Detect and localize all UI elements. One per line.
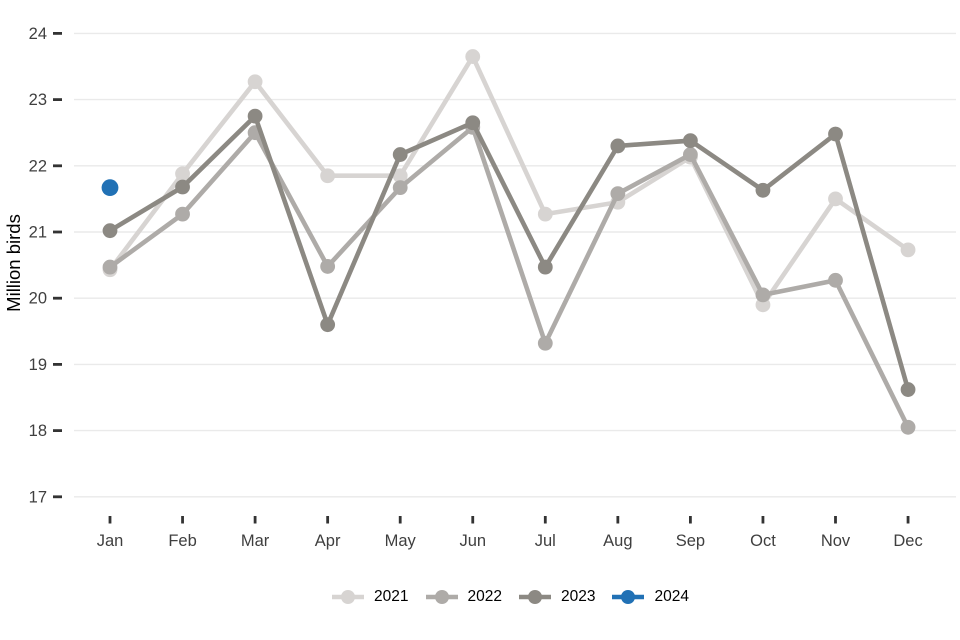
legend-key-icon-2022 [425, 590, 458, 604]
legend-label-2024: 2024 [654, 588, 689, 605]
series-2023 [102, 108, 916, 397]
y-tick-label-17: 17 [29, 488, 47, 506]
legend-label-2021: 2021 [374, 588, 409, 605]
legend-key-icon-2021 [332, 590, 365, 604]
point-2021-Jul [537, 206, 553, 222]
point-2022-Nov [828, 272, 843, 288]
point-2023-Aug [610, 138, 626, 154]
y-tick-label-23: 23 [29, 91, 47, 109]
point-2023-Dec [900, 382, 916, 397]
legend-item-2023: 2023 [518, 588, 595, 606]
point-2024-Jan [101, 179, 119, 197]
y-tick-label-20: 20 [29, 290, 47, 308]
point-2022-Dec [900, 419, 916, 435]
point-2023-Jan [102, 223, 118, 239]
legend-item-2022: 2022 [425, 588, 502, 606]
x-axis: Jan Feb Mar Apr May Jun Jul Aug Sep Oct Nov Dec [97, 516, 923, 550]
point-2021-Apr [320, 168, 336, 184]
x-tick-label-Feb: Feb [168, 532, 196, 550]
x-tick-label-Jan: Jan [97, 532, 124, 550]
chart-legend: 2021 2022 2023 2024 [70, 588, 950, 606]
point-2021-Dec [900, 242, 916, 258]
x-tick-label-May: May [385, 532, 417, 550]
x-tick-label-Jun: Jun [459, 532, 486, 550]
legend-label-2022: 2022 [467, 588, 502, 605]
line-chart-svg: 17 18 19 20 21 22 23 24 Jan Feb Mar Apr May Jun Jul Aug… [3, 25, 956, 550]
y-tick-label-22: 22 [29, 157, 47, 175]
y-tick-label-24: 24 [29, 25, 47, 43]
point-2022-Sep [683, 147, 698, 162]
point-2021-Jun [465, 49, 481, 64]
point-2023-Mar [247, 108, 263, 124]
y-tick-label-19: 19 [29, 356, 47, 374]
legend-key-icon-2024 [612, 590, 645, 604]
legend-label-2023: 2023 [561, 588, 596, 605]
point-2023-May [392, 147, 408, 162]
line-2021 [108, 51, 910, 310]
point-2021-Feb [175, 166, 190, 182]
point-2022-Jan [102, 259, 118, 275]
series-2021 [102, 49, 916, 313]
y-tick-label-21: 21 [29, 224, 47, 242]
y-axis-title: Million birds [3, 214, 24, 312]
point-2023-Sep [683, 133, 698, 149]
line-2023 [108, 111, 911, 391]
x-tick-label-Aug: Aug [603, 532, 632, 550]
gridlines [74, 32, 956, 498]
x-tick-label-Oct: Oct [750, 532, 776, 550]
x-tick-label-Nov: Nov [821, 532, 851, 550]
legend-item-2024: 2024 [611, 588, 689, 606]
point-2022-Oct [755, 287, 771, 303]
y-tick-label-18: 18 [29, 422, 47, 440]
legend-item-2021: 2021 [331, 588, 409, 606]
point-2023-Nov [828, 126, 843, 142]
point-2021-Mar [247, 74, 263, 90]
point-2022-Aug [610, 186, 626, 202]
point-2023-Feb [175, 179, 190, 195]
point-2021-May [392, 168, 408, 184]
point-2021-Nov [828, 191, 843, 207]
y-axis: 17 18 19 20 21 22 23 24 [29, 25, 62, 506]
point-2023-Jul [537, 259, 553, 275]
point-2023-Oct [755, 182, 771, 198]
point-2023-Jun [465, 115, 481, 131]
point-2022-Apr [320, 259, 336, 274]
legend-key-icon-2023 [519, 590, 551, 604]
point-2022-May [392, 180, 408, 196]
point-2023-Apr [320, 317, 336, 333]
point-2022-Jul [537, 335, 553, 351]
x-tick-label-Jul: Jul [535, 532, 556, 550]
series-2024 [101, 179, 119, 197]
point-2022-Feb [175, 206, 190, 222]
x-tick-label-Mar: Mar [241, 532, 270, 550]
line-2022 [108, 123, 911, 429]
series-2022 [102, 120, 916, 435]
x-tick-label-Dec: Dec [893, 532, 922, 550]
x-tick-label-Apr: Apr [315, 532, 341, 550]
x-tick-label-Sep: Sep [676, 532, 705, 550]
